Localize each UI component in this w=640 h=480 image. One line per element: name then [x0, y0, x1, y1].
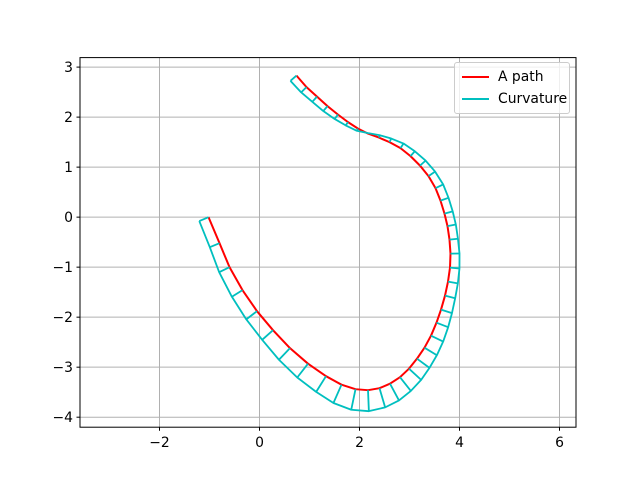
- axes-spines: [79, 57, 577, 428]
- legend-entry-curvature: Curvature: [462, 91, 567, 107]
- y-tick-label: 2: [64, 110, 73, 126]
- x-tick-label: −2: [149, 435, 169, 451]
- curvature-envelope: [198, 80, 461, 413]
- y-tick-label: 1: [64, 160, 73, 176]
- legend-label-curvature: Curvature: [498, 90, 568, 107]
- x-tick-label: 6: [555, 435, 564, 451]
- y-tick-label: −3: [53, 360, 73, 376]
- x-tick-label: 0: [255, 435, 264, 451]
- y-tick-label: 3: [64, 60, 73, 76]
- y-tick-label: −2: [53, 310, 73, 326]
- legend: A path Curvature: [454, 62, 570, 115]
- y-tick-label: −1: [53, 260, 73, 276]
- y-tick-label: −4: [53, 410, 74, 426]
- path-line: [207, 74, 452, 392]
- legend-line-sample-curvature: [462, 97, 489, 100]
- x-tick-label: 4: [455, 435, 464, 451]
- legend-line-sample-a-path: [462, 76, 489, 79]
- curvature-comb-ticks: [198, 74, 460, 412]
- legend-entry-a-path: A path: [462, 70, 561, 85]
- y-tick-label: 0: [64, 210, 73, 226]
- legend-label-a-path: A path: [498, 69, 544, 85]
- x-tick-label: 2: [355, 435, 364, 451]
